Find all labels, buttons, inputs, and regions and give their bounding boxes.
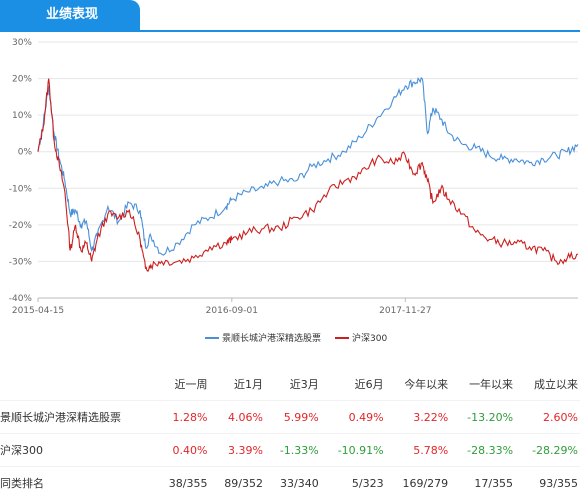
table-cell: 4.06% xyxy=(209,401,264,434)
row-label: 景顺长城沪港深精选股票 xyxy=(0,401,154,434)
row-label: 同类排名 xyxy=(0,467,154,499)
y-tick-label: -30% xyxy=(9,257,33,267)
table-cell: 3.39% xyxy=(209,434,264,467)
series-line-fund xyxy=(38,78,578,255)
y-axis-ticks: 30% 20% 10% 0% -10% -20% -30% -40% xyxy=(9,38,33,304)
table-cell: 33/340 xyxy=(265,467,321,499)
chart-legend: 景顺长城沪港深精选股票 沪深300 xyxy=(205,332,387,344)
legend-label: 沪深300 xyxy=(352,332,387,344)
table-cell: 5/323 xyxy=(321,467,386,499)
y-tick-label: 0% xyxy=(18,148,33,158)
table-cell: 5.99% xyxy=(265,401,321,434)
column-header: 近1月 xyxy=(209,368,264,401)
chart-series xyxy=(38,78,578,271)
column-header: 近一周 xyxy=(154,368,209,401)
column-header: 今年以来 xyxy=(386,368,451,401)
table-cell: 5.78% xyxy=(386,434,451,467)
column-header: 成立以来 xyxy=(515,368,580,401)
table-cell: 2.60% xyxy=(515,401,580,434)
table-corner xyxy=(0,368,154,401)
column-header: 近3月 xyxy=(265,368,321,401)
y-tick-label: 30% xyxy=(12,38,32,48)
x-tick-label: 2017-11-27 xyxy=(379,306,431,316)
y-tick-label: -20% xyxy=(9,221,33,231)
column-header: 近6月 xyxy=(321,368,386,401)
table-cell: -28.33% xyxy=(450,434,515,467)
table-cell: 89/352 xyxy=(209,467,264,499)
column-header: 一年以来 xyxy=(450,368,515,401)
y-tick-label: -40% xyxy=(9,294,33,304)
table-cell: 38/355 xyxy=(154,467,209,499)
y-tick-label: 10% xyxy=(12,111,32,121)
series-line-hs300 xyxy=(38,79,578,272)
table-cell: -13.20% xyxy=(450,401,515,434)
table-cell: 1.28% xyxy=(154,401,209,434)
x-axis-ticks: 2015-04-15 2016-09-01 2017-11-27 xyxy=(12,298,432,316)
x-tick-label: 2015-04-15 xyxy=(12,306,64,316)
table-cell: 0.49% xyxy=(321,401,386,434)
table-cell: -10.91% xyxy=(321,434,386,467)
table-cell: 3.22% xyxy=(386,401,451,434)
row-label: 沪深300 xyxy=(0,434,154,467)
table-cell: 169/279 xyxy=(386,467,451,499)
y-tick-label: -10% xyxy=(9,184,33,194)
performance-table-header: 近一周近1月近3月近6月今年以来一年以来成立以来 xyxy=(0,368,580,401)
table-cell: -28.29% xyxy=(515,434,580,467)
y-tick-label: 20% xyxy=(12,75,32,85)
legend-label: 景顺长城沪港深精选股票 xyxy=(222,332,321,344)
table-cell: 17/355 xyxy=(450,467,515,499)
table-cell: -1.33% xyxy=(265,434,321,467)
table-cell: 0.40% xyxy=(154,434,209,467)
x-tick-label: 2016-09-01 xyxy=(206,306,258,316)
table-cell: 93/355 xyxy=(515,467,580,499)
